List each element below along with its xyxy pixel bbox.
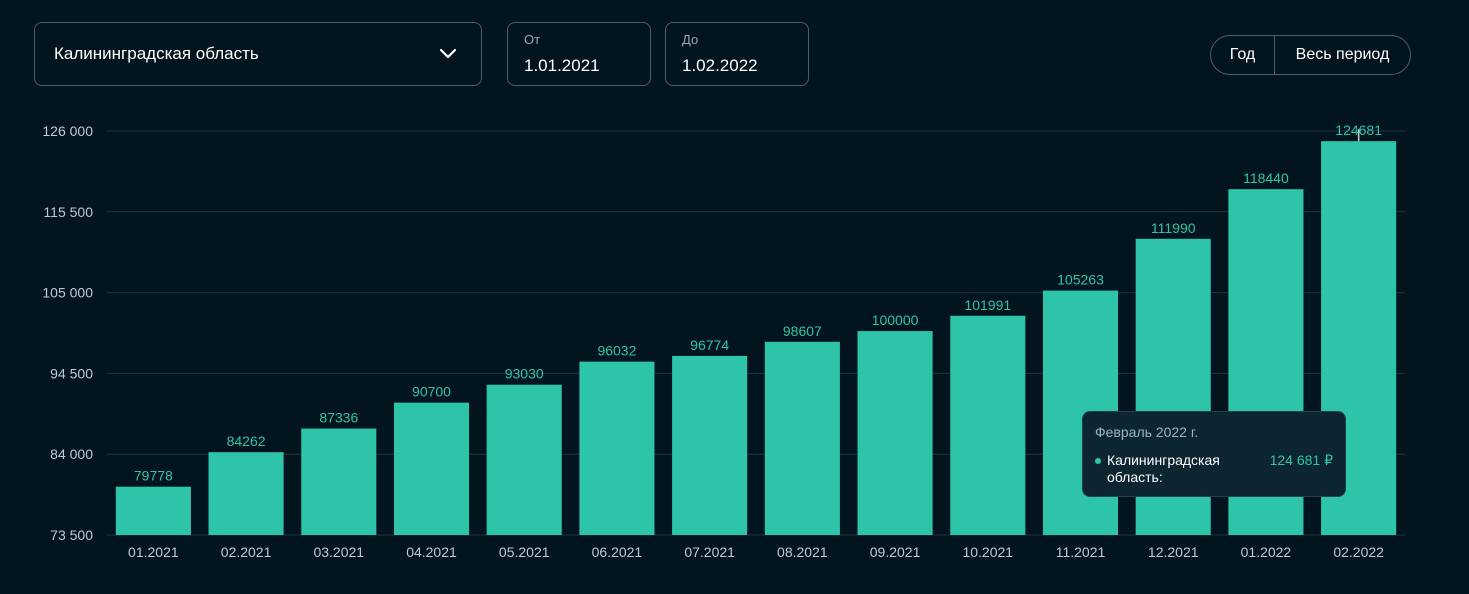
- bar: [672, 355, 748, 535]
- x-tick-label: 03.2021: [313, 544, 364, 560]
- tooltip-row: Калининградская область: 124 681 ₽: [1095, 452, 1333, 486]
- bar: [764, 341, 840, 535]
- bar: [115, 486, 191, 535]
- y-tick-label: 73 500: [50, 527, 93, 543]
- tooltip-series: Калининградская область:: [1095, 452, 1255, 486]
- bar-value-label: 96774: [690, 337, 729, 353]
- chart-tooltip: Февраль 2022 г. Калининградская область:…: [1082, 411, 1346, 497]
- bar-value-label: 98607: [783, 323, 822, 339]
- x-tick-label: 06.2021: [592, 544, 643, 560]
- x-tick-label: 10.2021: [962, 544, 1013, 560]
- bar-value-label: 100000: [872, 312, 919, 328]
- period-year-button[interactable]: Год: [1211, 36, 1275, 74]
- bar-value-label: 79778: [134, 468, 173, 484]
- bar: [486, 384, 562, 535]
- chevron-down-icon: [439, 48, 457, 59]
- y-tick-label: 94 500: [50, 365, 93, 381]
- y-tick-label: 126 000: [42, 123, 93, 139]
- date-to-value: 1.02.2022: [682, 56, 758, 75]
- bar-value-label: 84262: [227, 433, 266, 449]
- bar: [301, 428, 377, 535]
- x-tick-label: 02.2022: [1333, 544, 1384, 560]
- bar-value-label: 105263: [1057, 272, 1104, 288]
- x-tick-label: 01.2022: [1241, 544, 1292, 560]
- x-tick-label: 11.2021: [1056, 544, 1106, 560]
- bar-value-label: 111990: [1151, 220, 1196, 236]
- y-tick-label: 115 500: [43, 204, 93, 220]
- bar: [950, 315, 1026, 535]
- bar: [579, 361, 655, 535]
- region-select[interactable]: Калининградская область: [34, 22, 482, 86]
- period-all-button[interactable]: Весь период: [1295, 46, 1390, 63]
- x-tick-label: 01.2021: [128, 544, 179, 560]
- x-tick-label: 04.2021: [406, 544, 457, 560]
- x-tick-label: 09.2021: [870, 544, 921, 560]
- date-to-field[interactable]: До 1.02.2022: [665, 22, 809, 86]
- x-tick-label: 07.2021: [684, 544, 735, 560]
- x-tick-label: 08.2021: [777, 544, 828, 560]
- period-toggle: Год Весь период: [1210, 35, 1411, 75]
- y-tick-label: 84 000: [50, 446, 93, 462]
- bar-value-label: 90700: [412, 384, 451, 400]
- tooltip-series-label: Калининградская область:: [1107, 452, 1220, 485]
- region-select-value: Калининградская область: [54, 44, 259, 63]
- tooltip-title: Февраль 2022 г.: [1095, 424, 1199, 440]
- tooltip-value: 124 681 ₽: [1269, 452, 1333, 468]
- bar-value-label: 93030: [505, 366, 544, 382]
- x-tick-label: 12.2021: [1148, 544, 1199, 560]
- series-dot-icon: [1095, 458, 1101, 464]
- date-from-field[interactable]: От 1.01.2021: [507, 22, 651, 86]
- date-to-label: До: [682, 32, 699, 47]
- bar-value-label: 87336: [319, 410, 358, 426]
- date-from-value: 1.01.2021: [524, 56, 600, 75]
- y-tick-label: 105 000: [42, 285, 93, 301]
- bar-value-label: 96032: [597, 343, 636, 359]
- x-tick-label: 02.2021: [221, 544, 272, 560]
- bar: [393, 402, 470, 535]
- bar: [208, 452, 284, 535]
- bar-value-label: 101991: [964, 297, 1011, 313]
- date-from-label: От: [524, 32, 541, 47]
- bar-value-label: 118440: [1243, 170, 1289, 186]
- bar: [857, 331, 933, 535]
- x-tick-label: 05.2021: [499, 544, 550, 560]
